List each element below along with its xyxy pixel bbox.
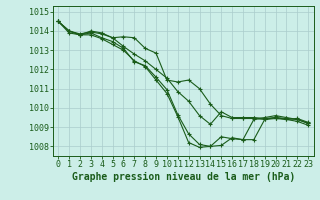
X-axis label: Graphe pression niveau de la mer (hPa): Graphe pression niveau de la mer (hPa) <box>72 172 295 182</box>
